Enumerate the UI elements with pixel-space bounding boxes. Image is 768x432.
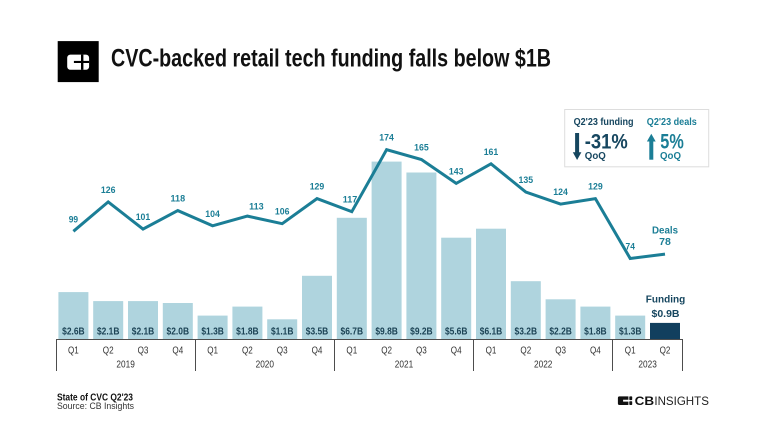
svg-text:74: 74 bbox=[626, 242, 636, 253]
svg-text:2023: 2023 bbox=[638, 359, 657, 370]
svg-text:165: 165 bbox=[414, 143, 429, 154]
svg-text:$6.1B: $6.1B bbox=[480, 326, 503, 337]
svg-text:$2.1B: $2.1B bbox=[97, 326, 120, 337]
svg-text:Q3: Q3 bbox=[416, 345, 427, 356]
svg-text:QoQ: QoQ bbox=[585, 151, 606, 162]
svg-text:129: 129 bbox=[588, 182, 603, 193]
svg-text:$5.6B: $5.6B bbox=[445, 326, 468, 337]
svg-text:$3.5B: $3.5B bbox=[306, 326, 329, 337]
svg-text:$2.2B: $2.2B bbox=[549, 326, 572, 337]
svg-text:126: 126 bbox=[101, 185, 116, 196]
svg-text:117: 117 bbox=[343, 195, 358, 206]
svg-text:Q4: Q4 bbox=[312, 345, 323, 356]
svg-text:118: 118 bbox=[171, 194, 186, 205]
svg-text:INSIGHTS: INSIGHTS bbox=[654, 394, 709, 408]
svg-text:Q1: Q1 bbox=[68, 345, 79, 356]
svg-text:Q4: Q4 bbox=[451, 345, 462, 356]
svg-text:Q2: Q2 bbox=[242, 345, 253, 356]
svg-text:113: 113 bbox=[249, 202, 264, 213]
svg-text:Deals: Deals bbox=[652, 224, 678, 236]
svg-text:101: 101 bbox=[136, 212, 151, 223]
svg-text:99: 99 bbox=[69, 214, 78, 225]
svg-text:$3.2B: $3.2B bbox=[515, 326, 538, 337]
svg-text:78: 78 bbox=[659, 236, 671, 248]
svg-text:$2.0B: $2.0B bbox=[167, 326, 190, 337]
svg-text:CVC-backed retail tech funding: CVC-backed retail tech funding falls bel… bbox=[111, 45, 551, 73]
svg-text:Q2: Q2 bbox=[103, 345, 114, 356]
svg-text:Q2'23 deals: Q2'23 deals bbox=[647, 117, 697, 128]
svg-text:Q1: Q1 bbox=[207, 345, 218, 356]
svg-text:QoQ: QoQ bbox=[660, 151, 681, 162]
svg-text:$2.1B: $2.1B bbox=[132, 326, 155, 337]
svg-text:State of CVC Q2'23: State of CVC Q2'23 bbox=[57, 392, 133, 403]
svg-text:Q2: Q2 bbox=[381, 345, 392, 356]
svg-text:Source: CB Insights: Source: CB Insights bbox=[57, 401, 134, 412]
svg-text:$9.8B: $9.8B bbox=[375, 326, 398, 337]
svg-text:Q1: Q1 bbox=[486, 345, 497, 356]
svg-text:143: 143 bbox=[449, 166, 464, 177]
svg-text:174: 174 bbox=[379, 133, 394, 144]
svg-text:Q2'23 funding: Q2'23 funding bbox=[574, 117, 634, 128]
svg-text:2021: 2021 bbox=[395, 359, 414, 370]
svg-text:2022: 2022 bbox=[534, 359, 553, 370]
svg-text:$1.8B: $1.8B bbox=[236, 326, 259, 337]
svg-text:135: 135 bbox=[519, 175, 534, 186]
svg-text:5%: 5% bbox=[660, 130, 684, 153]
svg-text:$0.9B: $0.9B bbox=[651, 308, 679, 320]
svg-text:Q2: Q2 bbox=[660, 345, 671, 356]
svg-text:$1.1B: $1.1B bbox=[271, 326, 294, 337]
svg-text:124: 124 bbox=[553, 187, 568, 198]
svg-text:129: 129 bbox=[310, 182, 325, 193]
svg-text:$6.7B: $6.7B bbox=[341, 326, 364, 337]
svg-text:CB: CB bbox=[635, 394, 655, 408]
svg-text:Q4: Q4 bbox=[590, 345, 601, 356]
svg-text:Q2: Q2 bbox=[520, 345, 531, 356]
svg-text:Q3: Q3 bbox=[138, 345, 149, 356]
svg-text:$1.3B: $1.3B bbox=[619, 326, 642, 337]
svg-text:2020: 2020 bbox=[256, 359, 275, 370]
svg-text:104: 104 bbox=[205, 209, 220, 220]
svg-text:106: 106 bbox=[275, 207, 290, 218]
svg-text:$2.6B: $2.6B bbox=[62, 326, 85, 337]
svg-text:$1.3B: $1.3B bbox=[201, 326, 224, 337]
svg-text:Q1: Q1 bbox=[625, 345, 636, 356]
svg-text:Q3: Q3 bbox=[555, 345, 566, 356]
svg-text:161: 161 bbox=[484, 147, 499, 158]
svg-text:$1.8B: $1.8B bbox=[584, 326, 607, 337]
svg-text:Q4: Q4 bbox=[172, 345, 183, 356]
svg-text:$9.2B: $9.2B bbox=[410, 326, 433, 337]
svg-text:Funding: Funding bbox=[646, 294, 685, 306]
svg-text:-31%: -31% bbox=[585, 130, 628, 153]
svg-text:2019: 2019 bbox=[116, 359, 135, 370]
svg-text:Q1: Q1 bbox=[346, 345, 357, 356]
svg-text:Q3: Q3 bbox=[277, 345, 288, 356]
